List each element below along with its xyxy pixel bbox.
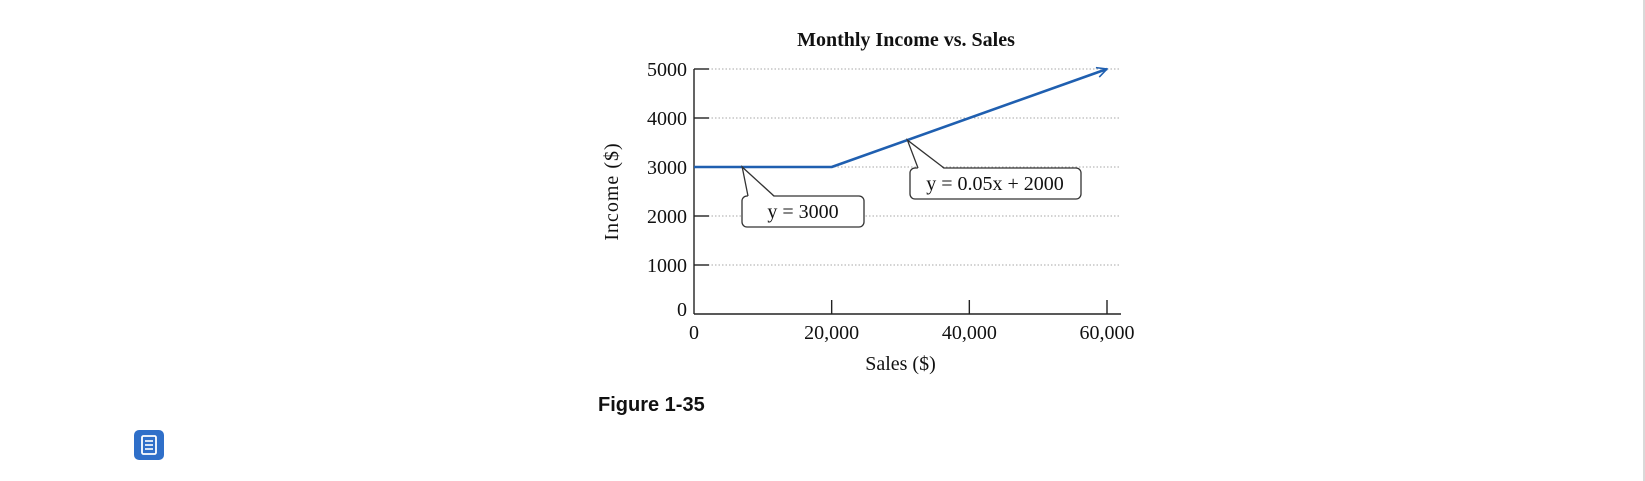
callout-pointer-1 [905, 138, 945, 169]
callout-label-1: y = 0.05x + 2000 [926, 173, 1064, 195]
x-tick-label-3: 60,000 [1080, 322, 1135, 344]
y-tick-label-0: 0 [677, 299, 687, 321]
document-button[interactable] [134, 430, 164, 460]
x-axis-label: Sales ($) [865, 353, 936, 375]
x-tick-label-1: 20,000 [804, 322, 859, 344]
callout-label-0: y = 3000 [767, 201, 838, 223]
y-tick-label-1: 1000 [647, 255, 687, 277]
callout-pointer-0 [741, 165, 775, 197]
x-tick-label-2: 40,000 [942, 322, 997, 344]
y-tick-label-2: 2000 [647, 206, 687, 228]
chart-title: Monthly Income vs. Sales [797, 29, 1015, 51]
x-axis-ticks: 0 20,000 40,000 60,000 [689, 300, 1135, 344]
callout-box-1 [909, 167, 1082, 200]
y-tick-label-3: 3000 [647, 157, 687, 179]
y-axis-ticks: 0 1000 2000 3000 4000 5000 [647, 59, 709, 321]
y-axis-label: Income ($) [601, 142, 623, 240]
y-tick-label-4: 4000 [647, 108, 687, 130]
y-tick-label-5: 5000 [647, 59, 687, 81]
figure-caption: Figure 1-35 [598, 394, 705, 416]
x-tick-label-0: 0 [689, 322, 699, 344]
callouts: y = 3000 y = 0.05x + 2000 [741, 138, 1082, 228]
callout-1: y = 0.05x + 2000 [905, 138, 1082, 200]
series-lines [694, 69, 1107, 169]
series-line-0 [694, 69, 1107, 169]
callout-box-0 [741, 195, 865, 228]
callout-0: y = 3000 [741, 165, 865, 228]
document-icon [141, 435, 157, 455]
page-edge [1643, 0, 1645, 481]
